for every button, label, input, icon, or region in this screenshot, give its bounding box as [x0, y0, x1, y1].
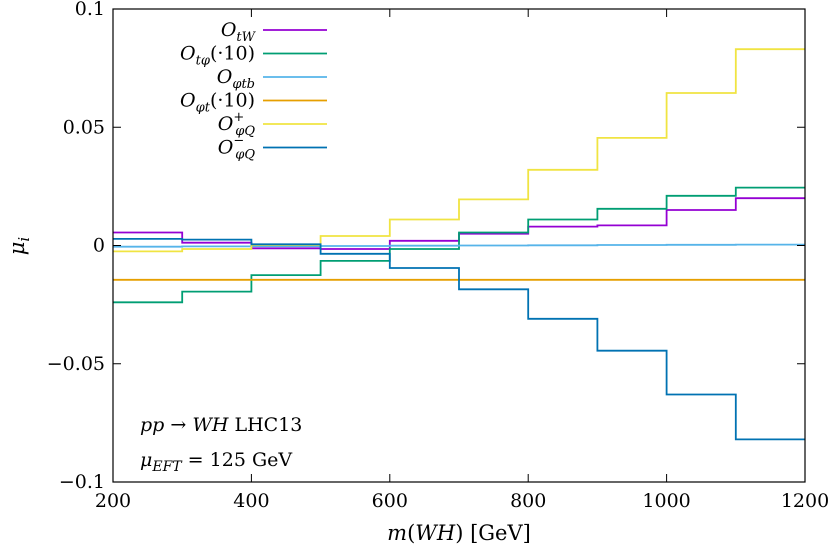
legend-item-4: O+ φQ [218, 110, 327, 139]
series-line-2 [113, 243, 805, 248]
legend-label: O− φQ [218, 134, 256, 163]
tick-labels: 200 400 600 800 1000 1200 −0.1 −0.05 0 0.05 0.1 [47, 0, 829, 512]
series-line-5 [113, 238, 805, 441]
legend-label: Otφ(·10) [180, 43, 255, 69]
legend-item-3: Oφt(·10) [180, 90, 327, 116]
x-tick-label: 1000 [642, 490, 690, 512]
legend-item-1: Otφ(·10) [180, 43, 327, 69]
annotation-process: pp → WH LHC13 [140, 414, 302, 436]
series-line-4 [113, 48, 805, 253]
legend-label: OtW [221, 19, 257, 45]
annotation-scale: μEFT = 125 GeV [140, 449, 292, 475]
x-tick-label: 600 [372, 490, 408, 512]
y-tick-label: 0.05 [63, 116, 105, 138]
legend-item-0: OtW [221, 19, 327, 45]
y-tick-label: −0.1 [59, 471, 105, 493]
y-tick-label: −0.05 [47, 353, 105, 375]
y-axis-label: μi [5, 237, 33, 256]
x-tick-label: 1200 [781, 490, 829, 512]
legend-item-5: O− φQ [218, 134, 327, 163]
x-tick-label: 200 [95, 490, 131, 512]
y-tick-label: 0.1 [75, 0, 105, 20]
legend-label: Oφtb [217, 66, 255, 92]
legend-item-2: Oφtb [217, 66, 327, 92]
y-tick-label: 0 [93, 235, 105, 257]
x-tick-label: 400 [233, 490, 269, 512]
series-line-1 [113, 186, 805, 304]
legend-label: Oφt(·10) [180, 90, 255, 116]
legend-label: O+ φQ [218, 110, 256, 139]
plot-area [113, 48, 805, 441]
x-axis-label: m(WH) [GeV] [387, 521, 531, 545]
ticks [112, 8, 806, 483]
x-tick-label: 800 [510, 490, 546, 512]
